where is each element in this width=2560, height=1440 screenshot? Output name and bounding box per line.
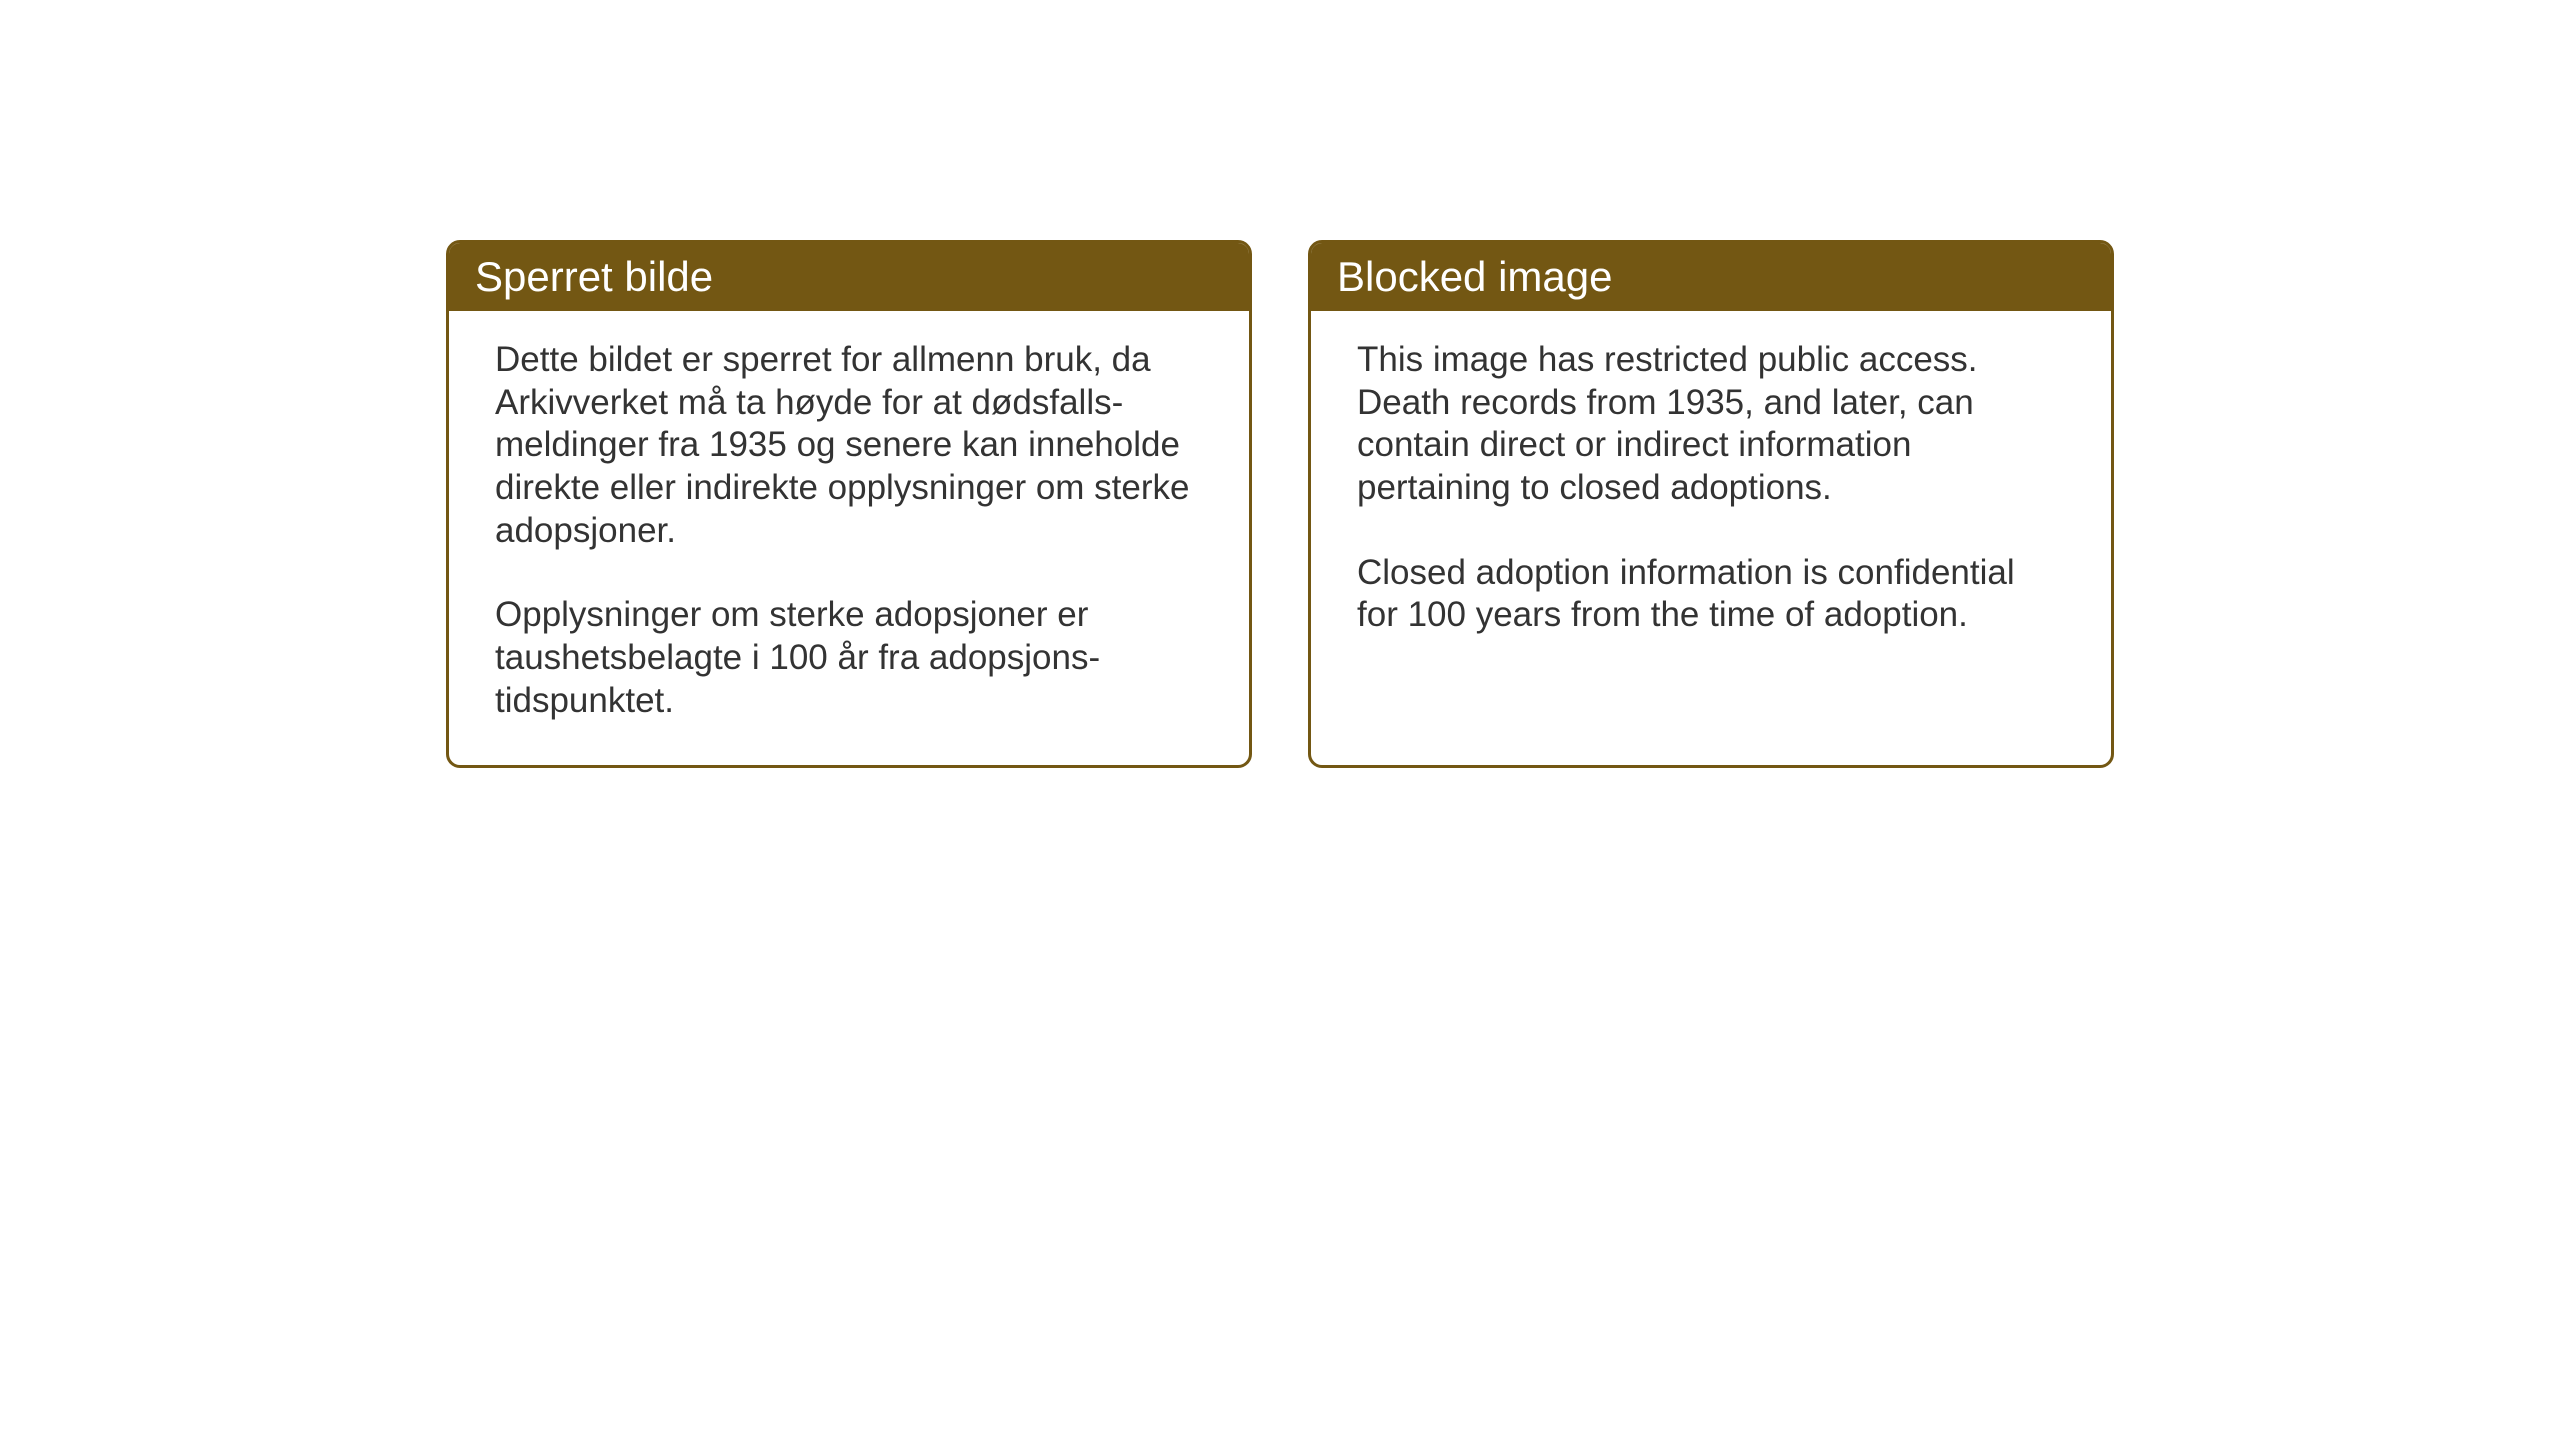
card-paragraph-norwegian-1: Dette bildet er sperret for allmenn bruk… [495, 339, 1203, 552]
card-title-norwegian: Sperret bilde [475, 253, 713, 300]
card-paragraph-english-1: This image has restricted public access.… [1357, 339, 2065, 510]
notice-card-norwegian: Sperret bilde Dette bildet er sperret fo… [446, 240, 1252, 768]
notice-card-english: Blocked image This image has restricted … [1308, 240, 2114, 768]
card-body-norwegian: Dette bildet er sperret for allmenn bruk… [449, 311, 1249, 765]
notice-cards-container: Sperret bilde Dette bildet er sperret fo… [446, 240, 2114, 768]
card-paragraph-english-2: Closed adoption information is confident… [1357, 552, 2065, 637]
card-header-norwegian: Sperret bilde [449, 243, 1249, 311]
card-header-english: Blocked image [1311, 243, 2111, 311]
card-body-english: This image has restricted public access.… [1311, 311, 2111, 679]
card-title-english: Blocked image [1337, 253, 1612, 300]
card-paragraph-norwegian-2: Opplysninger om sterke adopsjoner er tau… [495, 594, 1203, 722]
